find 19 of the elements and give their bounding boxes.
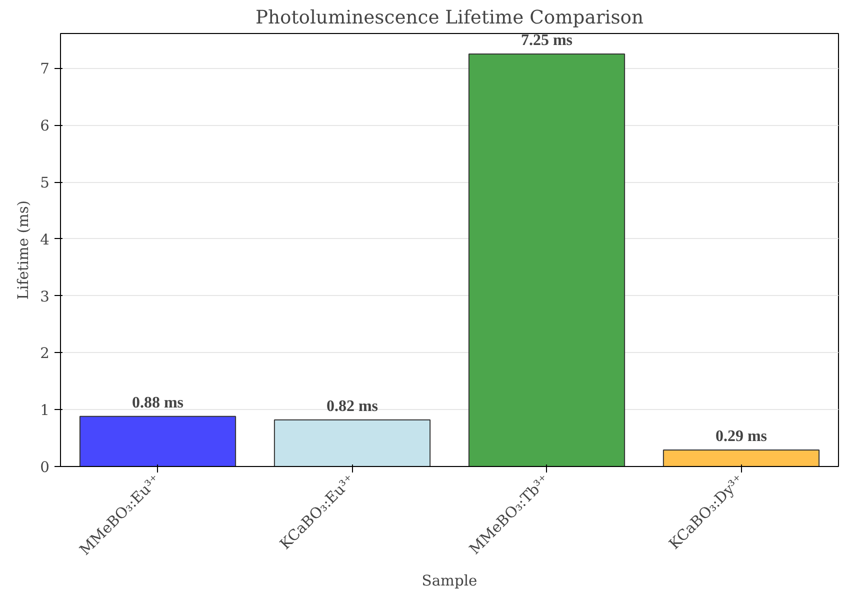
x-axis-title: Sample [422,572,478,590]
data-label: 0.88 ms [132,394,184,412]
bar [79,416,236,466]
data-label: 7.25 ms [520,32,573,49]
y-tick-label: 2 [40,345,50,362]
y-axis-title: Lifetime (ms) [15,200,32,300]
y-tick-label: 5 [40,174,50,192]
data-label: 0.29 ms [715,428,768,445]
y-tick-label: 1 [40,402,50,420]
chart-title: Photoluminescence Lifetime Comparison [255,8,644,28]
y-tick-label: 6 [40,118,50,135]
y-tick-label: 4 [40,231,50,248]
data-label: 0.82 ms [326,398,378,415]
bar [468,53,626,466]
y-tick-label: 0 [40,459,50,476]
y-tick-label: 7 [40,60,50,78]
bar [274,419,431,466]
y-tick-label: 3 [40,288,50,306]
bar [662,450,820,466]
